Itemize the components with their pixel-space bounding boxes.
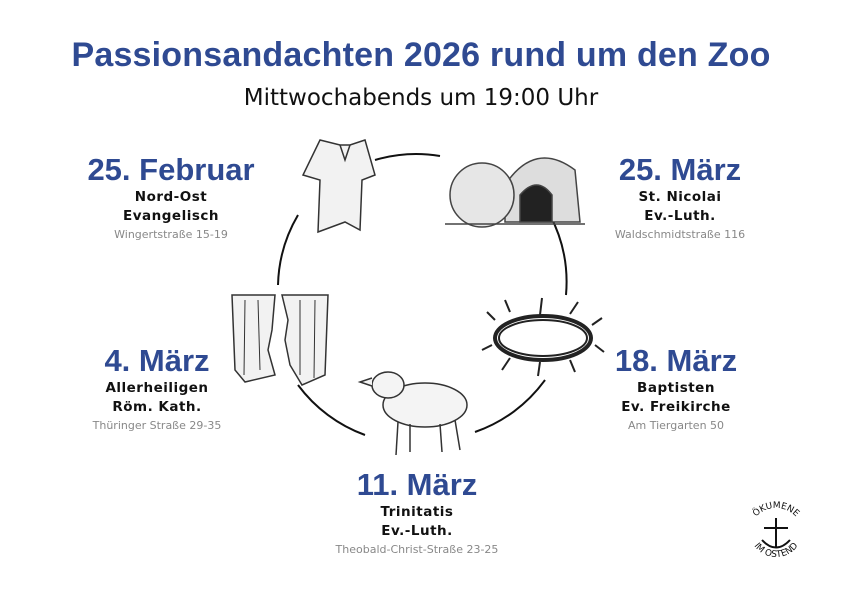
event-25-februar: 25. Februar Nord-Ost Evangelisch Wingert… (51, 152, 291, 243)
event-denomination: Ev. Freikirche (621, 399, 731, 415)
cycle-circle (277, 153, 568, 436)
event-date: 18. März (614, 343, 738, 378)
event-18-maerz: 18. März Baptisten Ev. Freikirche Am Tie… (556, 343, 796, 434)
event-date: 25. März (618, 152, 742, 187)
event-address: Waldschmidtstraße 116 (614, 228, 746, 241)
event-denomination: Röm. Kath. (112, 399, 202, 415)
event-11-maerz: 11. März Trinitatis Ev.-Luth. Theobald-C… (297, 467, 537, 558)
torn-curtain-icon (231, 294, 329, 386)
event-denomination: Ev.-Luth. (381, 523, 453, 539)
event-church: Trinitatis (380, 504, 454, 520)
event-church: Allerheiligen (105, 380, 209, 396)
event-date: 11. März (356, 467, 478, 502)
page-subtitle: Mittwochabends um 19:00 Uhr (243, 85, 599, 111)
event-denomination: Ev.-Luth. (644, 208, 716, 224)
page-title: Passionsandachten 2026 rund um den Zoo (71, 36, 771, 74)
event-church: St. Nicolai (638, 189, 722, 205)
event-address: Am Tiergarten 50 (627, 419, 725, 432)
shirt-icon (301, 139, 376, 234)
event-address: Theobald-Christ-Straße 23-25 (335, 543, 499, 556)
event-date: 25. Februar (87, 152, 255, 187)
event-25-maerz: 25. März St. Nicolai Ev.-Luth. Waldschmi… (560, 152, 800, 243)
event-denomination: Evangelisch (123, 208, 219, 224)
event-4-maerz: 4. März Allerheiligen Röm. Kath. Thüring… (37, 343, 277, 434)
event-date: 4. März (104, 343, 210, 378)
empty-tomb-icon (445, 157, 585, 228)
event-address: Thüringer Straße 29-35 (92, 419, 222, 432)
event-church: Nord-Ost (134, 189, 208, 205)
lamb-icon (357, 371, 468, 456)
event-church: Baptisten (637, 380, 715, 396)
event-address: Wingertstraße 15-19 (114, 228, 228, 241)
crown-of-thorns-icon (481, 297, 605, 377)
